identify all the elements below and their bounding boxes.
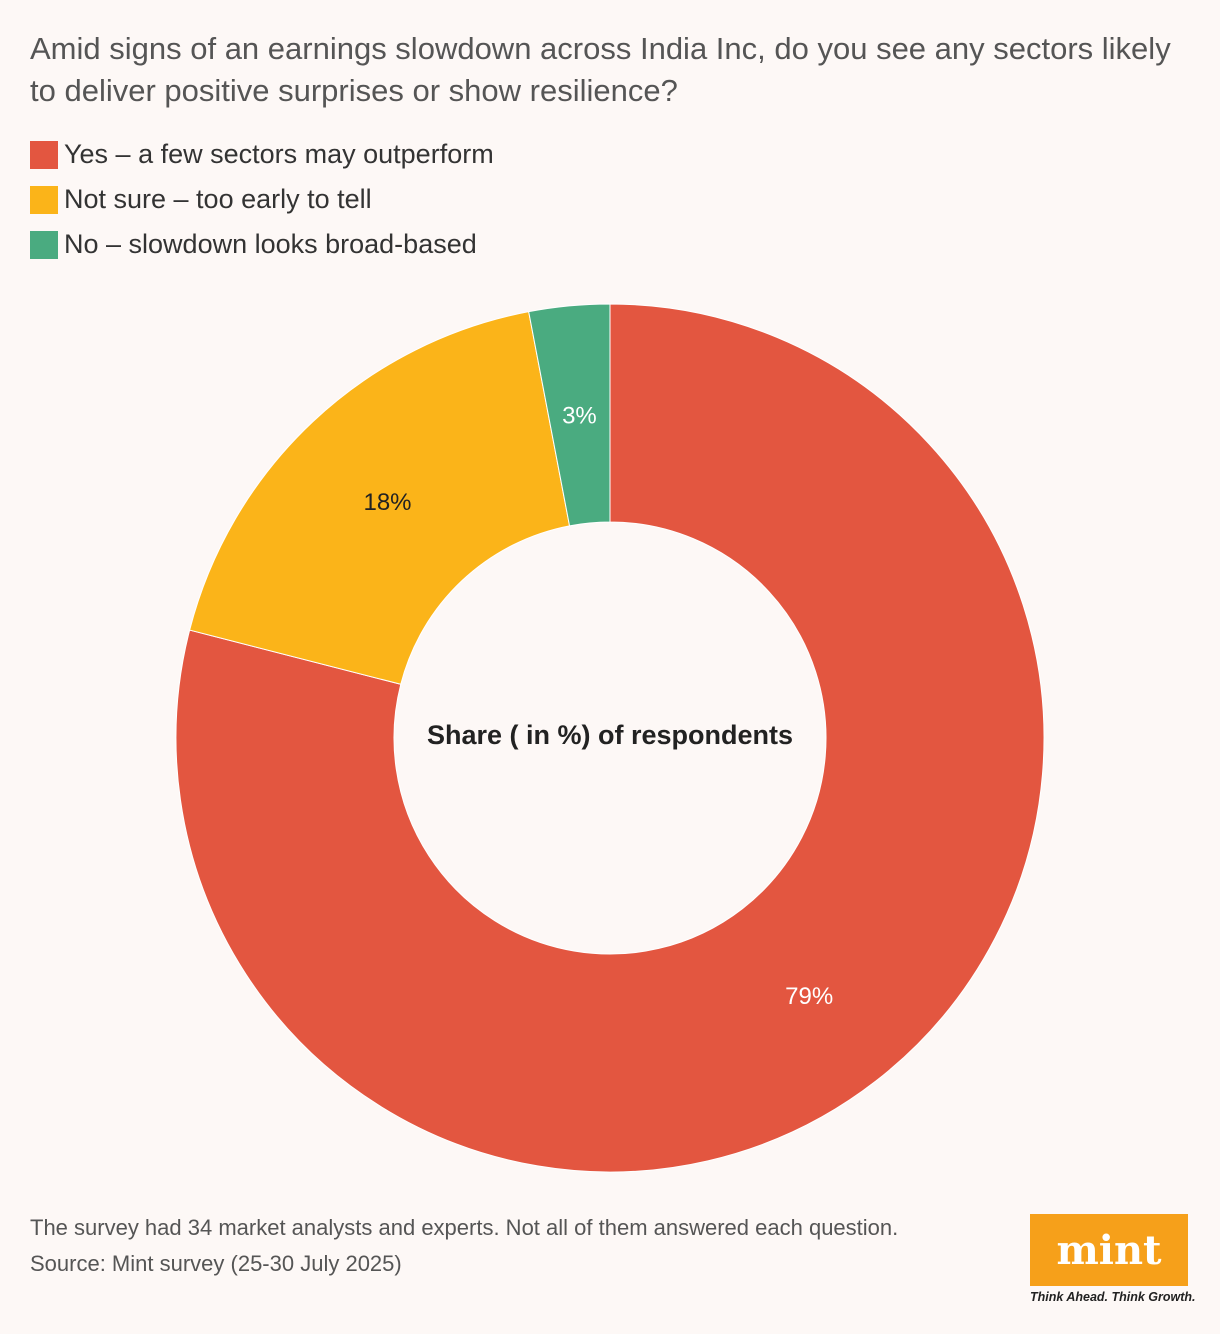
slice-no-label: 3% xyxy=(562,402,597,429)
legend-label-not-sure: Not sure – too early to tell xyxy=(64,184,372,214)
slice-labels: 79% 18% 3% xyxy=(363,402,833,1009)
donut-center-label: Share ( in %) of respondents xyxy=(427,720,793,750)
legend-item-no: No – slowdown looks broad-based xyxy=(30,222,494,267)
chart-title: Amid signs of an earnings slowdown acros… xyxy=(30,31,1171,108)
mint-tagline: Think Ahead. Think Growth. xyxy=(1030,1290,1196,1304)
donut-slices xyxy=(175,303,1045,1173)
slice-not-sure xyxy=(189,311,571,685)
legend-swatch-no xyxy=(30,230,58,259)
legend-item-not-sure: Not sure – too early to tell xyxy=(30,177,494,222)
mint-logo: mint Think Ahead. Think Growth. xyxy=(1030,1214,1196,1304)
legend-item-yes: Yes – a few sectors may outperform xyxy=(30,132,494,177)
slice-no xyxy=(528,303,611,527)
legend: Yes – a few sectors may outperform Not s… xyxy=(30,132,494,267)
legend-swatch-not-sure xyxy=(30,185,58,214)
slice-yes-label: 79% xyxy=(785,983,833,1010)
legend-label-no: No – slowdown looks broad-based xyxy=(64,229,477,259)
legend-label-yes: Yes – a few sectors may outperform xyxy=(64,139,494,169)
footer-note: The survey had 34 market analysts and ex… xyxy=(30,1215,899,1240)
mint-logo-box: mint xyxy=(1030,1214,1188,1286)
slice-not-sure-label: 18% xyxy=(363,489,411,516)
footer: The survey had 34 market analysts and ex… xyxy=(30,1210,898,1282)
footer-source: Source: Mint survey (25-30 July 2025) xyxy=(30,1251,402,1276)
legend-swatch-yes xyxy=(30,140,58,169)
slice-yes xyxy=(175,303,1045,1173)
